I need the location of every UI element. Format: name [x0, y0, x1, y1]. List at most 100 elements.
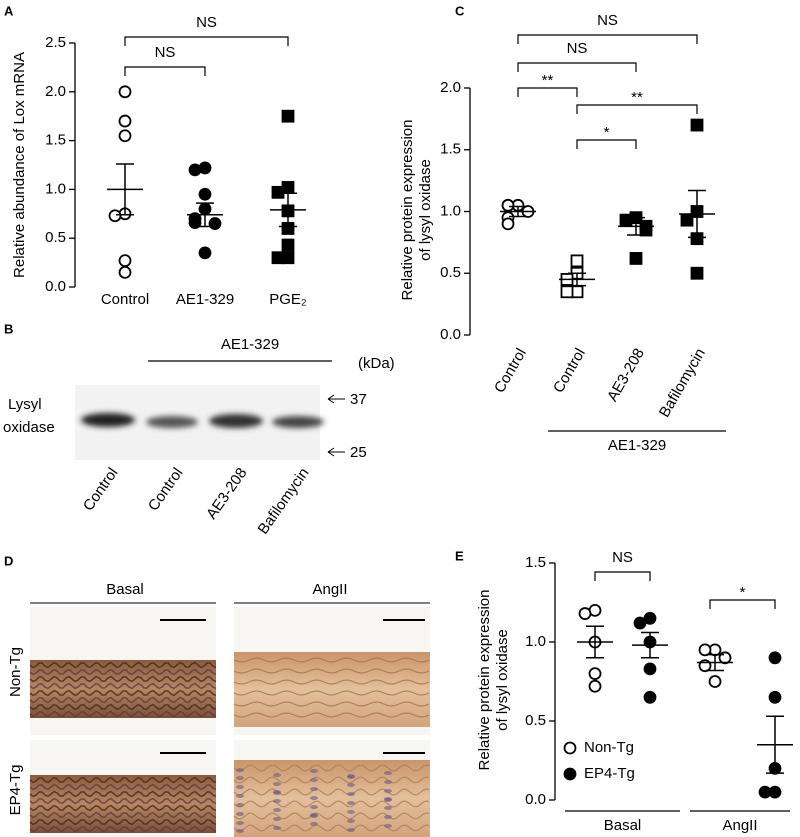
- cell-nucleus: [347, 810, 355, 814]
- tissue-fiber: [29, 804, 217, 812]
- cell-nucleus: [347, 819, 355, 823]
- tissue-fiber: [233, 776, 430, 784]
- significance-bracket: [576, 139, 637, 149]
- data-point: [680, 213, 694, 227]
- legend-label: Non-Tg: [584, 739, 634, 756]
- significance-bracket: [709, 599, 776, 609]
- data-point: [198, 246, 212, 260]
- cell-nucleus: [384, 789, 392, 793]
- error-bar: [766, 715, 784, 774]
- y-tick-label: 2.0: [440, 79, 461, 96]
- tissue: [234, 652, 430, 727]
- data-point: [643, 690, 657, 704]
- y-tick-label: 0.5: [440, 264, 461, 281]
- lane-label: Control: [80, 465, 122, 514]
- data-point: [588, 679, 602, 693]
- histology-panel: D Basal AngII Non-Tg EP4-Tg: [4, 553, 430, 837]
- error-bar: [568, 272, 586, 287]
- data-point: [118, 129, 132, 143]
- y-axis-label: of lysyl oxidase: [417, 159, 434, 261]
- x-tick-label: Control: [101, 291, 149, 308]
- y-tick-label: 1.5: [45, 132, 66, 149]
- y-tick-label: 0.0: [440, 326, 461, 343]
- marker-arrow: [327, 394, 335, 404]
- error-bar: [279, 192, 297, 228]
- significance-label: NS: [155, 44, 176, 61]
- tissue-fiber: [233, 812, 430, 820]
- tissue-fiber: [233, 764, 430, 772]
- y-tick-label: 2.0: [45, 83, 66, 100]
- data-point: [758, 785, 772, 799]
- data-point: [619, 213, 633, 227]
- data-point: [698, 643, 712, 657]
- cell-nucleus: [273, 799, 281, 803]
- group-label: AE1-329: [608, 437, 666, 454]
- y-tick-label: 1.0: [525, 633, 546, 650]
- cell-nucleus: [236, 812, 244, 816]
- error-bar: [641, 631, 659, 659]
- tissue-fiber: [29, 696, 217, 704]
- tissue-fiber: [233, 690, 430, 696]
- y-tick-label: 0.5: [525, 712, 546, 729]
- legend-marker: [563, 767, 577, 781]
- tissue-fiber: [233, 788, 430, 796]
- tissue-fiber: [29, 825, 217, 833]
- panel-letter: D: [4, 553, 13, 568]
- cell-nucleus: [236, 803, 244, 807]
- cell-nucleus: [310, 813, 318, 817]
- cell-nucleus: [347, 774, 355, 778]
- y-axis-label: of lysyl oxidase: [494, 629, 511, 731]
- row-label: EP4-Tg: [7, 765, 24, 816]
- cell-nucleus: [236, 794, 244, 798]
- tissue-fiber: [29, 710, 217, 718]
- y-tick-label: 1.0: [440, 202, 461, 219]
- blot-unit: (kDa): [358, 355, 395, 372]
- data-point: [281, 238, 295, 252]
- marker-label: 25: [350, 444, 367, 461]
- data-point: [108, 209, 122, 223]
- data-point: [501, 198, 515, 212]
- x-tick-label: Basal: [604, 817, 642, 834]
- tissue-fiber: [233, 657, 430, 663]
- x-tick-label: AE3-208: [604, 345, 648, 404]
- tissue-fiber: [29, 703, 217, 711]
- cell-nucleus: [310, 778, 318, 782]
- cell-nucleus: [347, 792, 355, 796]
- tissue-fiber: [233, 712, 430, 718]
- data-point: [690, 118, 704, 132]
- significance-bracket: [124, 36, 289, 46]
- cell-nucleus: [273, 817, 281, 821]
- significance-label: NS: [597, 12, 618, 29]
- tissue-fiber: [233, 824, 430, 832]
- data-point: [633, 616, 647, 630]
- blot-panel: B AE1-329 (kDa) Lysyl oxidase 37 25 Cont…: [3, 321, 395, 537]
- cell-nucleus: [236, 821, 244, 825]
- y-tick-label: 1.5: [440, 141, 461, 158]
- data-point: [560, 285, 574, 299]
- data-point: [198, 161, 212, 175]
- error-bar: [627, 216, 645, 236]
- data-point: [188, 163, 202, 177]
- tissue-fiber: [233, 668, 430, 674]
- x-tick-label: Control: [550, 345, 589, 395]
- data-point: [188, 216, 202, 229]
- tissue-fiber: [29, 783, 217, 791]
- cell-nucleus: [310, 822, 318, 826]
- y-axis-label: Relative protein expression: [399, 120, 416, 301]
- cell-nucleus: [384, 815, 392, 819]
- cell-nucleus: [384, 780, 392, 784]
- data-point: [208, 217, 222, 230]
- y-tick-label: 0.5: [45, 229, 66, 246]
- tissue-fiber: [29, 818, 217, 826]
- cell-nucleus: [236, 829, 244, 833]
- cell-nucleus: [384, 824, 392, 828]
- tissue-fiber: [29, 811, 217, 819]
- panel-letter: C: [455, 3, 465, 18]
- cell-nucleus: [236, 768, 244, 772]
- significance-label: *: [740, 584, 746, 601]
- tissue-fiber: [29, 790, 217, 798]
- data-point: [588, 667, 602, 680]
- tissue-fiber: [29, 668, 217, 676]
- data-point: [118, 265, 132, 279]
